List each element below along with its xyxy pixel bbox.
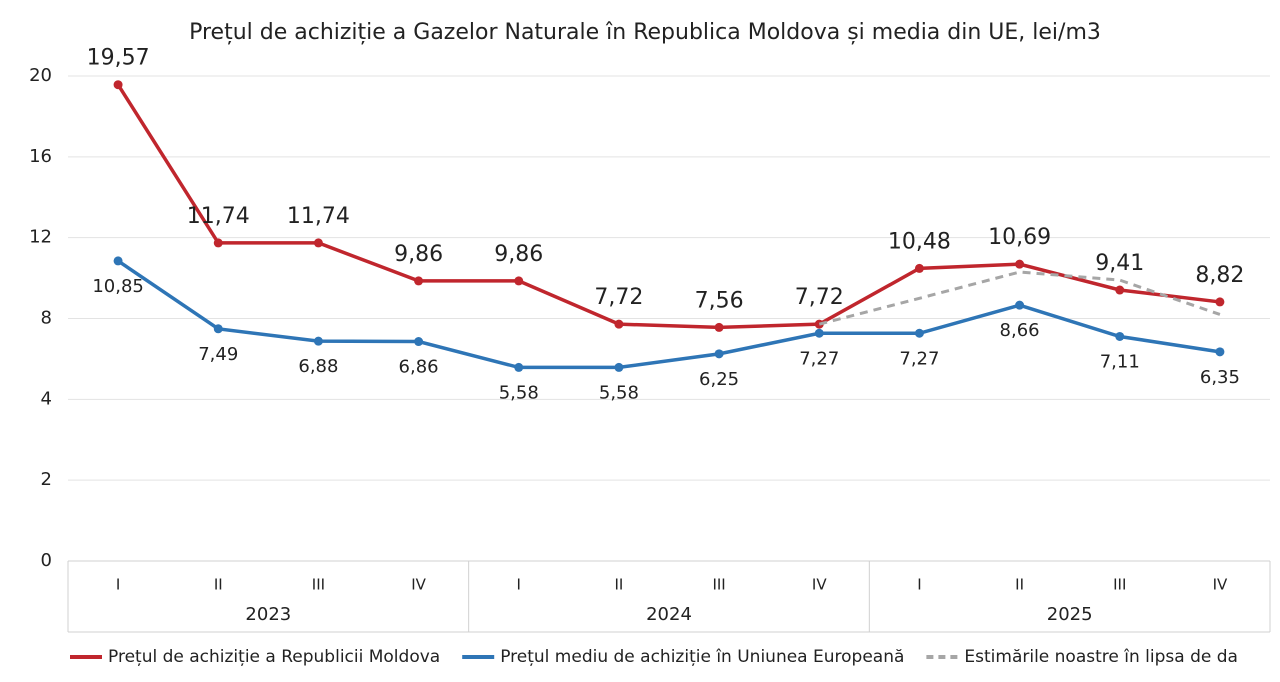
x-tick-label: III <box>312 576 325 594</box>
data-label: 6,86 <box>399 357 439 378</box>
point <box>313 336 323 346</box>
point <box>1215 297 1225 307</box>
legend-label: Prețul de achiziție a Republicii Moldova <box>108 647 440 667</box>
y-tick-label: 16 <box>29 146 52 167</box>
group-label: 2023 <box>245 604 291 625</box>
data-label: 7,72 <box>795 285 844 310</box>
y-tick-label: 20 <box>29 65 52 86</box>
series-line <box>116 83 1221 330</box>
data-label: 9,86 <box>494 242 543 267</box>
data-label: 10,85 <box>92 276 144 297</box>
data-label: 10,69 <box>988 225 1051 250</box>
x-tick-label: I <box>917 576 921 594</box>
data-label: 10,48 <box>888 229 951 254</box>
legend-label: Prețul mediu de achiziție în Uniunea Eur… <box>500 647 904 667</box>
point <box>113 256 123 266</box>
data-label: 8,66 <box>1000 320 1040 341</box>
x-tick-label: I <box>517 576 521 594</box>
x-tick-label: I <box>116 576 120 594</box>
point <box>313 238 323 248</box>
x-tick-label: IV <box>411 576 426 594</box>
data-label: 7,49 <box>198 344 238 365</box>
point <box>213 324 223 334</box>
point <box>714 349 724 359</box>
x-tick-label: IV <box>812 576 827 594</box>
data-label: 19,57 <box>87 46 150 71</box>
point <box>1015 259 1025 269</box>
y-tick-label: 4 <box>41 388 52 409</box>
point <box>1115 285 1125 295</box>
y-tick-label: 2 <box>41 469 52 490</box>
x-tick-label: III <box>1113 576 1126 594</box>
data-label: 5,58 <box>599 382 639 403</box>
data-label: 6,88 <box>298 356 338 377</box>
y-tick-label: 0 <box>41 550 52 571</box>
point <box>914 328 924 338</box>
series-line <box>117 259 1221 370</box>
x-tick-label: II <box>214 576 223 594</box>
data-label: 7,11 <box>1100 351 1140 372</box>
point <box>914 263 924 273</box>
legend-label: Estimările noastre în lipsa de da <box>964 647 1238 667</box>
x-tick-label: III <box>712 576 725 594</box>
point <box>714 322 724 332</box>
point <box>414 276 424 286</box>
point <box>213 238 223 248</box>
data-label: 6,25 <box>699 369 739 390</box>
point <box>614 362 624 372</box>
data-label: 7,27 <box>799 348 839 369</box>
group-label: 2024 <box>646 604 692 625</box>
data-label: 11,74 <box>187 204 250 229</box>
data-label: 8,82 <box>1195 263 1244 288</box>
data-label: 5,58 <box>499 382 539 403</box>
point <box>1115 331 1125 341</box>
point <box>514 276 524 286</box>
point <box>1015 300 1025 310</box>
chart-title: Prețul de achiziție a Gazelor Naturale î… <box>189 20 1101 45</box>
data-label: 7,72 <box>594 285 643 310</box>
y-tick-label: 12 <box>29 227 52 248</box>
y-tick-label: 8 <box>41 308 52 329</box>
x-tick-label: IV <box>1213 576 1228 594</box>
point <box>514 362 524 372</box>
point <box>614 319 624 329</box>
point <box>1215 347 1225 357</box>
point <box>414 337 424 347</box>
data-label: 9,86 <box>394 242 443 267</box>
x-tick-label: II <box>614 576 623 594</box>
group-label: 2025 <box>1047 604 1093 625</box>
point <box>113 80 123 90</box>
point <box>814 328 824 338</box>
data-label: 7,27 <box>899 348 939 369</box>
x-tick-label: II <box>1015 576 1024 594</box>
data-label: 7,56 <box>695 288 744 313</box>
data-label: 6,35 <box>1200 367 1240 388</box>
data-label: 11,74 <box>287 204 350 229</box>
data-label: 9,41 <box>1095 251 1144 276</box>
series-line <box>818 270 1221 326</box>
